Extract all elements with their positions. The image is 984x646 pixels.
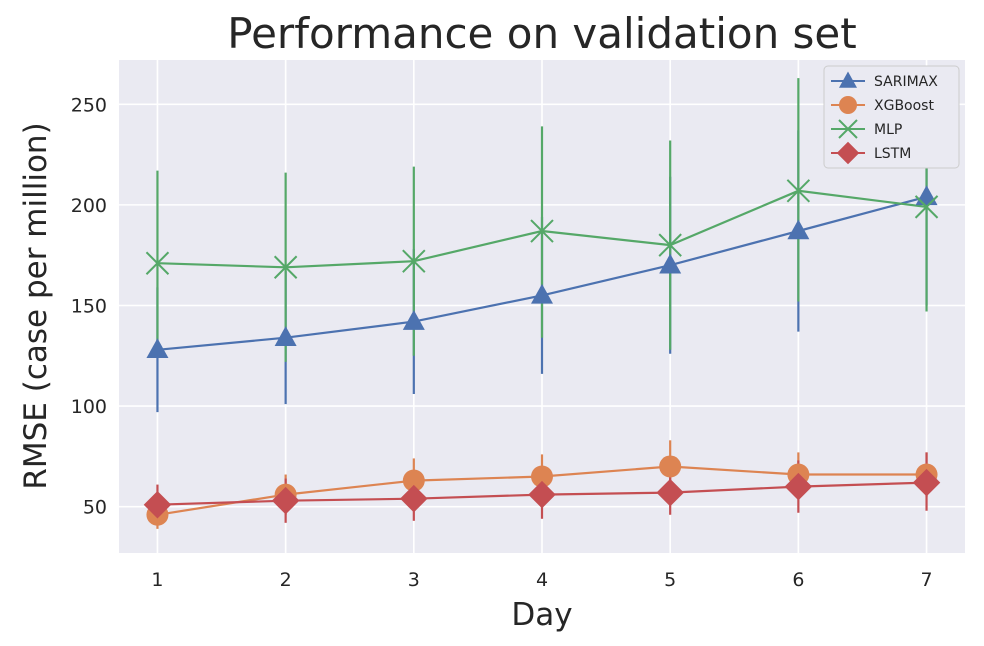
marker-stroke (273, 255, 298, 279)
legend: SARIMAX XGBoost MLP LSTM (823, 65, 960, 169)
marker-stroke (402, 249, 426, 273)
mlp-point (786, 179, 811, 203)
tick-labels: 1 2 3 4 5 6 7 50 100 150 200 250 (71, 94, 933, 591)
marker-stroke (530, 219, 554, 243)
lstm-point (784, 472, 813, 501)
xgboost-point (531, 465, 553, 488)
lstm-point (143, 490, 172, 519)
sarimax-point (146, 338, 169, 359)
sarimax-point (274, 326, 297, 346)
x-tick-label: 4 (536, 569, 548, 591)
legend-box (823, 65, 960, 169)
lstm-point (271, 486, 300, 515)
lstm-point (528, 480, 556, 509)
mlp-point (145, 251, 170, 275)
x-tick-label: 2 (280, 569, 292, 591)
sarimax-point (659, 253, 682, 274)
y-tick-label: 100 (71, 396, 107, 418)
chart-title: Performance on validation set (227, 9, 857, 58)
legend-marker-lstm (836, 141, 860, 165)
marker-stroke (786, 179, 811, 203)
x-tick-label: 5 (664, 569, 676, 591)
mlp-point (530, 219, 554, 243)
mlp-point (273, 255, 298, 279)
x-tick-label: 6 (792, 569, 804, 591)
legend-label-xgboost: XGBoost (874, 98, 934, 114)
y-tick-label: 250 (71, 94, 107, 116)
marker-stroke (145, 251, 170, 275)
mlp-point (402, 249, 426, 273)
sarimax-point (531, 283, 553, 304)
legend-marker-xgboost (839, 96, 857, 114)
xgboost-point (659, 455, 682, 478)
lstm-point (656, 478, 684, 507)
mlp-point (914, 195, 939, 219)
marker-stroke (658, 233, 682, 257)
series-markers (143, 179, 941, 526)
y-axis-label: RMSE (case per million) (18, 122, 54, 489)
y-tick-label: 50 (83, 497, 107, 519)
x-tick-label: 1 (151, 569, 163, 591)
marker-stroke (914, 195, 939, 219)
lstm-point (912, 468, 941, 497)
sarimax-point (787, 219, 810, 240)
marker-stroke (838, 119, 858, 139)
legend-label-lstm: LSTM (874, 146, 911, 162)
x-axis-label: Day (511, 597, 572, 633)
legend-label-mlp: MLP (874, 122, 902, 138)
xgboost-point (402, 469, 425, 492)
lstm-point (400, 484, 428, 513)
legend-marker-sarimax (839, 71, 857, 88)
sarimax-point (402, 310, 425, 330)
y-tick-label: 200 (71, 195, 107, 217)
mlp-point (658, 233, 682, 257)
x-tick-label: 7 (920, 569, 932, 591)
legend-marker-mlp (838, 119, 858, 139)
y-tick-label: 150 (71, 295, 107, 317)
x-tick-label: 3 (408, 569, 420, 591)
legend-label-sarimax: SARIMAX (874, 74, 938, 90)
